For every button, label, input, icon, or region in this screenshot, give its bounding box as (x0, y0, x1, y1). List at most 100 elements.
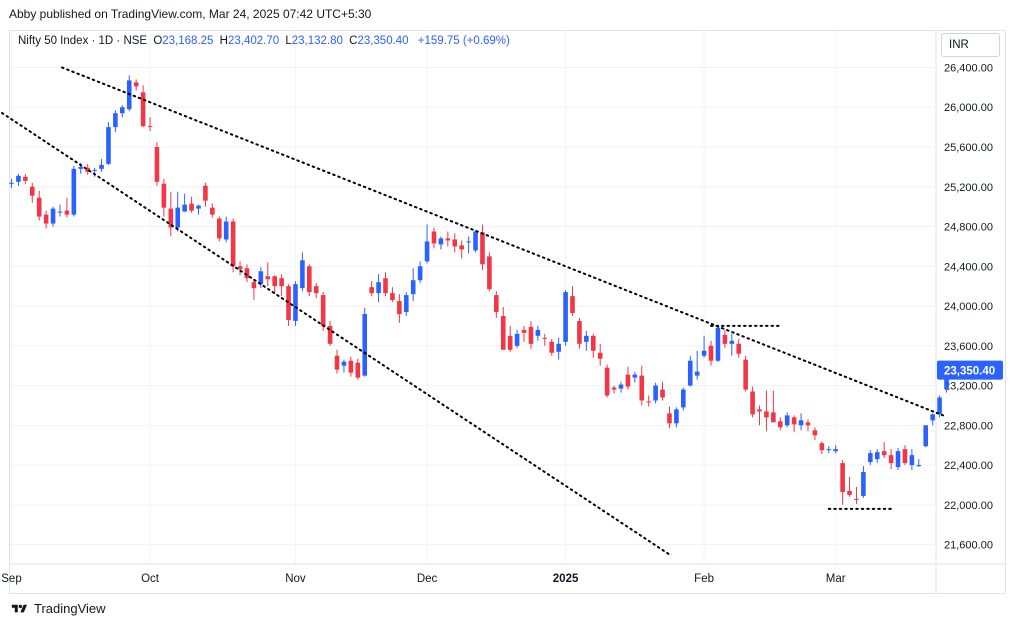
candle-body (764, 411, 769, 418)
candle-body (210, 207, 215, 215)
y-tick-label: 22,800.00 (944, 420, 993, 432)
brand-label: TradingView (34, 601, 106, 616)
candle-body (390, 293, 395, 301)
candle-body (687, 360, 693, 386)
candle-body (251, 282, 257, 289)
channel-upper-trendline[interactable] (61, 66, 945, 417)
candle-body (750, 391, 755, 415)
currency-button[interactable]: INR (941, 33, 1000, 57)
candle-body (528, 326, 534, 344)
candle-body (9, 182, 14, 184)
low-value: 23,132.80 (291, 35, 343, 47)
candle-body (355, 362, 361, 378)
candle-body (632, 374, 638, 378)
candle-body (431, 231, 437, 244)
close-label: C (349, 35, 358, 47)
candle-body (369, 287, 374, 294)
candle-body (92, 169, 97, 171)
close-value: 23,350.40 (357, 35, 409, 47)
candle-body (500, 315, 506, 350)
candle-body (140, 92, 146, 127)
candle-body (417, 266, 423, 281)
candle-body (23, 176, 28, 181)
candle-body (362, 313, 368, 376)
candle-body (805, 422, 811, 426)
candle-body (50, 208, 56, 224)
candle-body (895, 451, 901, 468)
candle-body (466, 241, 471, 243)
symbol-label: Nifty 50 Index · 1D · NSE (18, 35, 148, 47)
publish-info: Abby published on TradingView.com, Mar 2… (9, 7, 372, 21)
last-price-label: 23,350.40 (944, 366, 995, 378)
candle-body (16, 175, 21, 182)
candle-body (438, 238, 444, 245)
y-tick-label: 24,000.00 (944, 301, 993, 313)
candle-body (646, 401, 651, 403)
x-tick-label: Mar (826, 573, 846, 585)
candle-body (570, 296, 575, 313)
candle-body (757, 409, 762, 412)
candle-body (881, 451, 887, 456)
candle-body (660, 389, 665, 398)
x-tick-label: Nov (285, 573, 306, 585)
y-tick-label: 24,800.00 (944, 222, 993, 234)
high-value: 23,402.70 (227, 35, 280, 47)
candle-body (168, 208, 174, 228)
candle-body (244, 268, 250, 279)
candle-body (300, 260, 305, 289)
candle-body (590, 335, 596, 351)
y-tick-label: 22,000.00 (944, 500, 993, 512)
candle-body (521, 329, 527, 333)
candle-body (930, 414, 935, 421)
candle-body (29, 186, 35, 196)
last-price-badge (937, 360, 1003, 380)
candle-body (667, 413, 672, 424)
candle-body (203, 185, 208, 201)
candle-body (625, 374, 631, 387)
candle-body (182, 204, 187, 212)
candle-body (715, 327, 721, 361)
candle-body (71, 168, 77, 215)
candle-body (154, 147, 160, 182)
candle-body (771, 412, 776, 423)
candle-body (258, 271, 264, 285)
candle-body (507, 335, 513, 350)
candle-body (784, 415, 790, 426)
candle-body (653, 385, 658, 401)
candle-body (563, 292, 568, 342)
candle-body (618, 384, 624, 389)
x-tick-label: Sep (1, 573, 21, 585)
candle-body (320, 295, 326, 326)
change-value: +159.75 (+0.69%) (417, 35, 510, 47)
candle-body (694, 371, 700, 376)
candle-body (777, 421, 783, 428)
candle-body (196, 205, 201, 209)
footer-brand[interactable]: TradingView (10, 601, 106, 616)
open-value: 23,168.25 (162, 35, 214, 47)
candle-body (674, 409, 679, 424)
candle-body (861, 472, 866, 496)
candle-body (424, 241, 430, 262)
candle-body (840, 463, 845, 492)
candle-body (452, 239, 458, 247)
candle-body (833, 449, 838, 452)
candle-body (272, 276, 277, 287)
candle-body (113, 113, 118, 128)
candle-body (78, 166, 84, 169)
x-tick-label: Oct (141, 573, 160, 585)
candle-body (888, 455, 894, 464)
candle-body (909, 455, 915, 466)
candle-body (639, 375, 645, 401)
y-tick-label: 25,200.00 (944, 182, 993, 194)
candle-body (57, 211, 63, 213)
y-tick-label: 25,600.00 (944, 142, 993, 154)
y-tick-label: 26,000.00 (944, 102, 993, 114)
candle-body (376, 282, 381, 294)
channel-lower-trendline[interactable] (0, 67, 671, 556)
candle-body (313, 286, 319, 294)
candle-body (223, 221, 229, 240)
candle-body (798, 420, 804, 426)
candle-body (383, 278, 388, 294)
candle-body (189, 203, 194, 211)
